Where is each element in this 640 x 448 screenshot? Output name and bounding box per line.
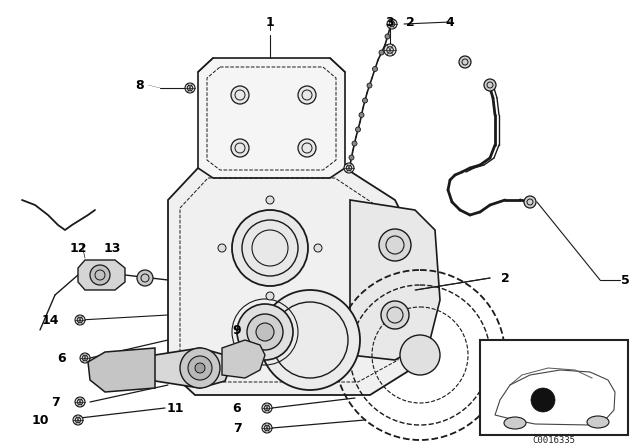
Text: 6: 6 — [58, 352, 67, 365]
Ellipse shape — [504, 417, 526, 429]
Circle shape — [75, 397, 85, 407]
Circle shape — [352, 141, 357, 146]
Circle shape — [387, 19, 397, 29]
Text: 9: 9 — [233, 323, 241, 336]
Circle shape — [185, 83, 195, 93]
Text: 7: 7 — [232, 422, 241, 435]
Polygon shape — [198, 58, 345, 178]
Circle shape — [256, 323, 274, 341]
Circle shape — [232, 210, 308, 286]
Text: 1: 1 — [266, 16, 275, 29]
Circle shape — [180, 348, 220, 388]
Circle shape — [237, 304, 293, 360]
Circle shape — [349, 155, 354, 160]
Circle shape — [195, 363, 205, 373]
Circle shape — [90, 265, 110, 285]
Text: 2: 2 — [500, 271, 509, 284]
Polygon shape — [78, 260, 125, 290]
Polygon shape — [168, 168, 410, 395]
Circle shape — [385, 34, 390, 39]
Circle shape — [531, 388, 555, 412]
Circle shape — [298, 139, 316, 157]
Text: C0016335: C0016335 — [532, 435, 575, 444]
Circle shape — [359, 112, 364, 117]
Polygon shape — [88, 348, 155, 392]
Text: 3: 3 — [386, 16, 394, 29]
Text: 5: 5 — [621, 273, 629, 287]
Text: 4: 4 — [445, 16, 454, 29]
Text: 12: 12 — [69, 241, 87, 254]
Circle shape — [137, 270, 153, 286]
Circle shape — [362, 98, 367, 103]
Text: 6: 6 — [233, 401, 241, 414]
Circle shape — [344, 163, 354, 173]
Circle shape — [314, 244, 322, 252]
Circle shape — [400, 335, 440, 375]
Circle shape — [262, 403, 272, 413]
Circle shape — [524, 196, 536, 208]
Circle shape — [379, 50, 384, 55]
Circle shape — [379, 229, 411, 261]
Circle shape — [80, 353, 90, 363]
Polygon shape — [222, 340, 265, 378]
Circle shape — [459, 56, 471, 68]
Text: 8: 8 — [136, 78, 144, 91]
Circle shape — [247, 314, 283, 350]
Circle shape — [484, 79, 496, 91]
Circle shape — [298, 86, 316, 104]
Circle shape — [266, 196, 274, 204]
Circle shape — [73, 415, 83, 425]
Text: 7: 7 — [51, 396, 60, 409]
Text: 14: 14 — [41, 314, 59, 327]
Circle shape — [384, 44, 396, 56]
Text: 10: 10 — [31, 414, 49, 426]
Polygon shape — [148, 348, 230, 388]
Circle shape — [188, 356, 212, 380]
Text: 11: 11 — [166, 401, 184, 414]
Circle shape — [367, 83, 372, 88]
Circle shape — [218, 244, 226, 252]
Text: 2: 2 — [406, 16, 414, 29]
Polygon shape — [350, 200, 440, 360]
Circle shape — [266, 292, 274, 300]
Text: 13: 13 — [103, 241, 121, 254]
Circle shape — [75, 315, 85, 325]
Circle shape — [372, 66, 378, 72]
Circle shape — [381, 301, 409, 329]
Ellipse shape — [587, 416, 609, 428]
Circle shape — [260, 290, 360, 390]
Bar — [480, 340, 628, 435]
Circle shape — [231, 139, 249, 157]
Circle shape — [355, 127, 360, 132]
Circle shape — [262, 423, 272, 433]
Circle shape — [231, 86, 249, 104]
Polygon shape — [495, 370, 615, 425]
